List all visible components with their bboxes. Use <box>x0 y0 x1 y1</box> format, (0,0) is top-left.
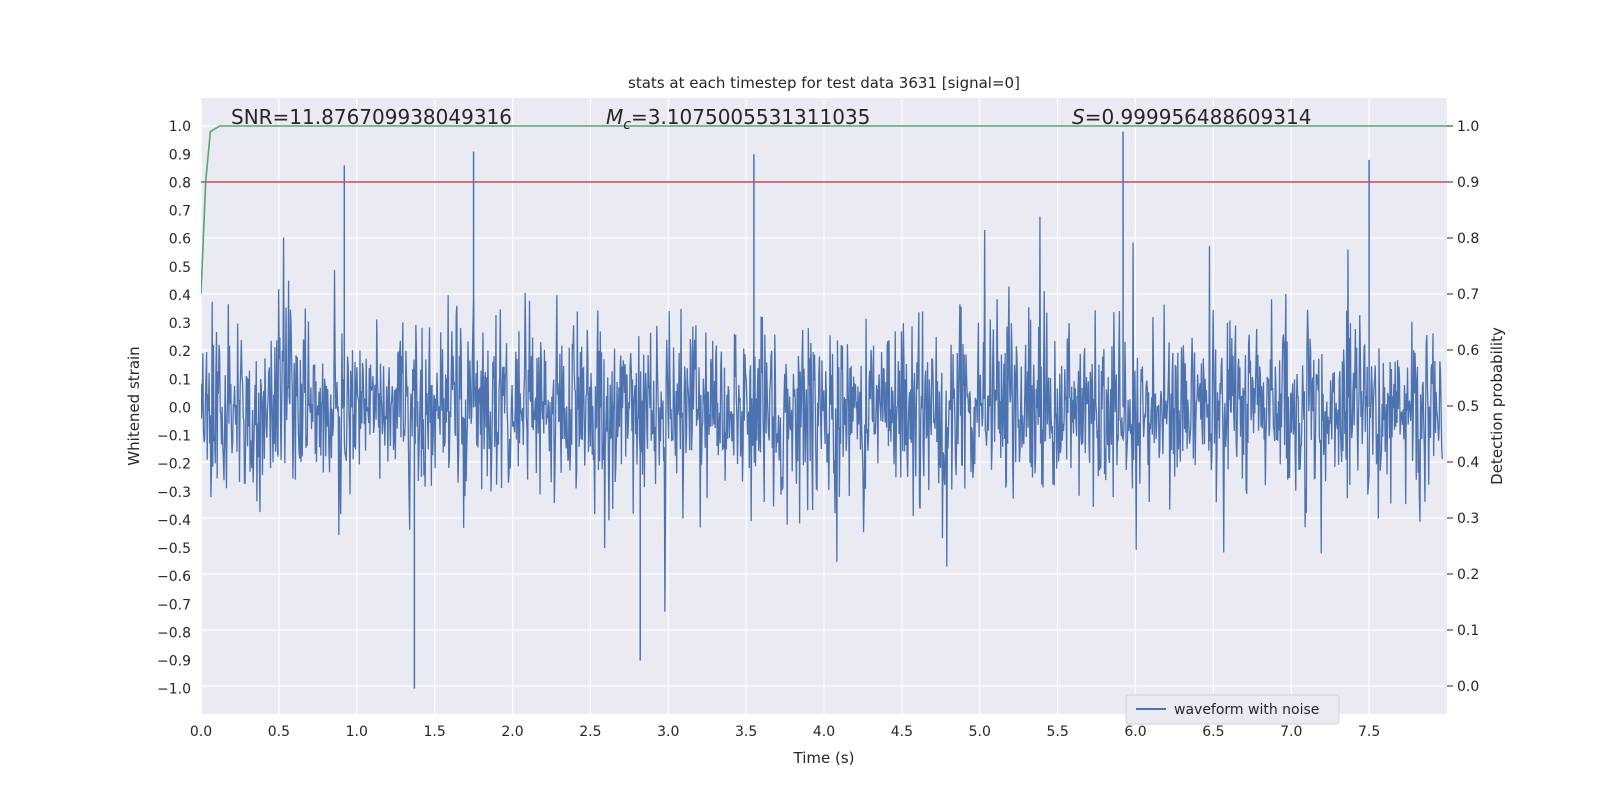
left-y-tick-label: 0.1 <box>169 372 191 388</box>
left-y-tick-label: −0.7 <box>157 597 191 613</box>
x-tick-label: 6.0 <box>1124 724 1146 740</box>
left-y-tick-label: 0.9 <box>169 147 191 163</box>
x-tick-label: 0.5 <box>268 724 290 740</box>
left-y-tick-label: 0.8 <box>169 175 191 191</box>
x-tick-label: 7.5 <box>1358 724 1380 740</box>
right-y-tick-label: 0.4 <box>1457 455 1479 471</box>
right-y-tick-label: 0.1 <box>1457 623 1479 639</box>
snr-annotation: SNR=11.876709938049316 <box>231 105 512 129</box>
left-y-tick-label: 1.0 <box>169 119 191 135</box>
left-y-axis-label: Whitened strain <box>125 346 143 465</box>
x-axis-label: Time (s) <box>793 749 855 767</box>
chart-title: stats at each timestep for test data 363… <box>628 74 1020 92</box>
left-y-tick-label: −0.4 <box>157 513 191 529</box>
left-y-axis-ticks: 1.0 0.9 0.8 0.7 0.6 0.5 0.4 0.3 0.2 0.1 0.0 −0.1 −0.… <box>157 119 191 698</box>
left-y-tick-label: 0.0 <box>169 400 191 416</box>
right-y-axis-label: Detection probability <box>1488 327 1506 485</box>
right-y-tick-label: 0.8 <box>1457 231 1479 247</box>
x-tick-label: 4.0 <box>813 724 835 740</box>
x-tick-label: 3.5 <box>735 724 757 740</box>
right-y-axis-ticks: 1.0 0.9 0.8 0.7 0.6 0.5 0.4 0.3 0.2 0.1 0.0 <box>1447 119 1479 695</box>
waveform-series <box>201 131 1443 689</box>
left-y-tick-label: −0.1 <box>157 429 191 445</box>
right-y-tick-label: 0.9 <box>1457 175 1479 191</box>
x-tick-label: 5.0 <box>969 724 991 740</box>
probability-line <box>201 125 1447 295</box>
left-y-tick-label: −0.9 <box>157 654 191 670</box>
left-y-tick-label: 0.6 <box>169 232 191 248</box>
x-tick-label: 4.5 <box>891 724 913 740</box>
legend: waveform with noise <box>1125 694 1340 725</box>
probability-series <box>201 125 1447 295</box>
left-y-tick-label: 0.2 <box>169 344 191 360</box>
x-tick-label: 2.5 <box>579 724 601 740</box>
waveform-line <box>201 216 1443 612</box>
x-tick-label: 1.5 <box>423 724 445 740</box>
left-y-tick-label: −0.3 <box>157 485 191 501</box>
left-y-tick-label: 0.7 <box>169 204 191 220</box>
s-annotation: S=0.999956488609314 <box>1072 105 1311 129</box>
x-tick-label: 7.0 <box>1280 724 1302 740</box>
x-tick-label: 2.0 <box>501 724 523 740</box>
chirp-mass-annotation: Mc=3.1075005531311035 <box>606 105 870 133</box>
left-y-tick-label: 0.3 <box>169 316 191 332</box>
x-tick-label: 0.0 <box>190 724 212 740</box>
left-y-tick-label: −1.0 <box>157 682 191 698</box>
left-y-tick-label: 0.5 <box>169 260 191 276</box>
x-tick-label: 3.0 <box>657 724 679 740</box>
left-y-tick-label: −0.8 <box>157 625 191 641</box>
legend-box <box>1125 694 1340 725</box>
s-value: =0.999956488609314 <box>1085 105 1312 129</box>
chirp-mass-subscript: c <box>623 117 631 133</box>
right-y-tick-label: 0.0 <box>1457 679 1479 695</box>
chirp-mass-value: =3.1075005531311035 <box>631 105 870 129</box>
right-y-tick-label: 1.0 <box>1457 119 1479 135</box>
left-y-tick-label: −0.5 <box>157 541 191 557</box>
x-tick-label: 5.5 <box>1046 724 1068 740</box>
chirp-mass-symbol: M <box>606 105 623 129</box>
x-axis-ticks: 0.0 0.5 1.0 1.5 2.0 2.5 3.0 3.5 4.0 4.5 5.0 5.5 6.0 6… <box>190 724 1380 740</box>
right-y-tick-label: 0.6 <box>1457 343 1479 359</box>
x-tick-label: 6.5 <box>1202 724 1224 740</box>
right-y-tick-label: 0.7 <box>1457 287 1479 303</box>
s-symbol: S <box>1072 105 1085 129</box>
right-y-tick-label: 0.2 <box>1457 567 1479 583</box>
left-y-tick-label: −0.2 <box>157 457 191 473</box>
legend-label: waveform with noise <box>1174 702 1319 718</box>
right-y-tick-label: 0.3 <box>1457 511 1479 527</box>
right-y-tick-label: 0.5 <box>1457 399 1479 415</box>
left-y-tick-label: 0.4 <box>169 288 191 304</box>
left-y-tick-label: −0.6 <box>157 569 191 585</box>
x-tick-label: 1.0 <box>346 724 368 740</box>
